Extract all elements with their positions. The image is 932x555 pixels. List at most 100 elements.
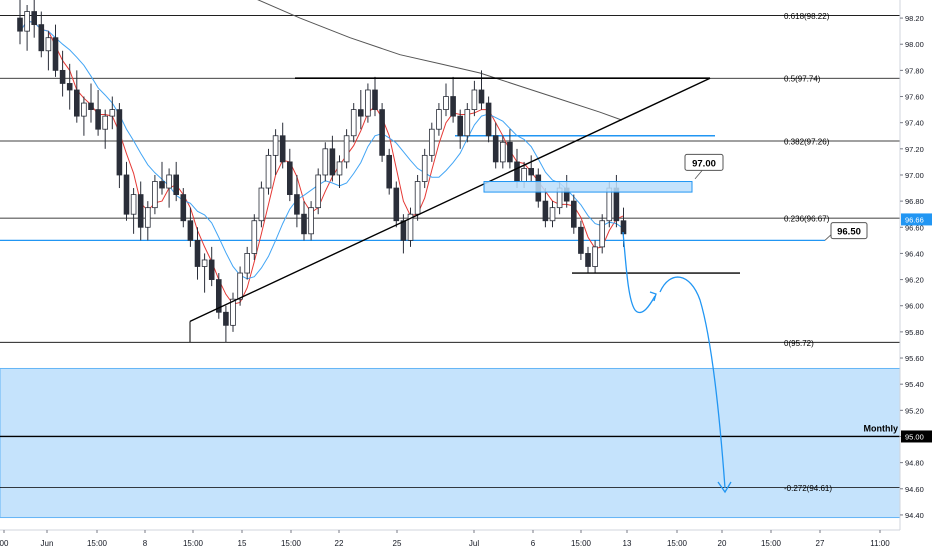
candle[interactable] bbox=[137, 181, 144, 241]
candle[interactable] bbox=[130, 188, 137, 234]
candle-body bbox=[400, 220, 407, 241]
candle[interactable] bbox=[31, 0, 37, 38]
candle[interactable] bbox=[578, 220, 584, 260]
candle[interactable] bbox=[443, 83, 449, 117]
candle[interactable] bbox=[393, 181, 400, 228]
candle[interactable] bbox=[208, 246, 215, 287]
candle[interactable] bbox=[400, 214, 407, 254]
candle[interactable] bbox=[272, 129, 279, 175]
candle[interactable] bbox=[329, 135, 336, 182]
candle[interactable] bbox=[507, 129, 513, 169]
candle[interactable] bbox=[237, 266, 243, 306]
candle[interactable] bbox=[421, 148, 428, 189]
candle[interactable] bbox=[265, 148, 272, 195]
x-tick-label: 13 bbox=[623, 539, 632, 548]
candle[interactable] bbox=[173, 161, 180, 202]
candle[interactable] bbox=[471, 80, 478, 117]
candle[interactable] bbox=[74, 70, 80, 123]
candle[interactable] bbox=[372, 76, 378, 117]
candle[interactable] bbox=[223, 305, 229, 343]
candle[interactable] bbox=[52, 24, 59, 77]
triangle-trendline[interactable] bbox=[189, 77, 711, 323]
candle[interactable] bbox=[599, 214, 605, 254]
candle[interactable] bbox=[66, 63, 73, 110]
candle[interactable] bbox=[152, 174, 158, 215]
candle[interactable] bbox=[95, 89, 101, 136]
candle-body bbox=[272, 135, 279, 156]
candle[interactable] bbox=[379, 103, 385, 162]
y-tick-label: 95.60 bbox=[905, 354, 924, 363]
candle[interactable] bbox=[450, 76, 456, 123]
candle-body bbox=[88, 102, 94, 110]
candle[interactable] bbox=[45, 31, 52, 71]
candle[interactable] bbox=[542, 188, 549, 228]
candle[interactable] bbox=[38, 11, 45, 58]
candle[interactable] bbox=[365, 83, 371, 123]
candle[interactable] bbox=[102, 109, 109, 149]
candle[interactable] bbox=[109, 96, 116, 130]
candle[interactable] bbox=[428, 122, 435, 162]
y-tick-label: 94.80 bbox=[905, 459, 924, 468]
candle[interactable] bbox=[308, 201, 314, 241]
y-tick-label: 95.20 bbox=[905, 406, 924, 415]
candle[interactable] bbox=[478, 70, 485, 110]
candle[interactable] bbox=[201, 253, 208, 293]
candle[interactable] bbox=[585, 246, 591, 274]
candle[interactable] bbox=[407, 207, 414, 247]
candle[interactable] bbox=[194, 227, 201, 280]
candle[interactable] bbox=[315, 168, 321, 215]
x-axis-panel bbox=[0, 530, 932, 550]
candle[interactable] bbox=[258, 181, 265, 228]
candle[interactable] bbox=[215, 273, 222, 319]
candle[interactable] bbox=[81, 96, 87, 136]
candle[interactable] bbox=[357, 89, 364, 130]
x-tick-label: 25 bbox=[393, 539, 402, 548]
candle[interactable] bbox=[166, 168, 172, 208]
candle[interactable] bbox=[24, 5, 30, 51]
candle[interactable] bbox=[279, 122, 286, 169]
candle[interactable] bbox=[499, 135, 506, 169]
candle[interactable] bbox=[144, 201, 151, 241]
candle[interactable] bbox=[457, 109, 463, 149]
candle-body bbox=[173, 174, 180, 195]
candle[interactable] bbox=[88, 83, 94, 123]
candle[interactable] bbox=[350, 103, 357, 143]
candle[interactable] bbox=[244, 246, 251, 280]
y-tick-label: 94.40 bbox=[905, 511, 924, 520]
candle[interactable] bbox=[386, 148, 392, 195]
candle[interactable] bbox=[485, 96, 492, 143]
candle[interactable] bbox=[251, 214, 258, 260]
candle-body bbox=[350, 109, 357, 137]
projection-path-1 bbox=[622, 231, 656, 314]
candle[interactable] bbox=[528, 155, 534, 182]
candle[interactable] bbox=[17, 0, 23, 45]
candle[interactable] bbox=[336, 155, 343, 189]
candle-body bbox=[223, 311, 229, 326]
candle[interactable] bbox=[123, 161, 130, 221]
candle-body bbox=[201, 259, 208, 267]
candle[interactable] bbox=[116, 103, 123, 189]
candle[interactable] bbox=[230, 292, 236, 332]
candle[interactable] bbox=[294, 174, 300, 228]
candle[interactable] bbox=[180, 188, 187, 228]
candle[interactable] bbox=[436, 103, 442, 136]
candle[interactable] bbox=[159, 161, 165, 195]
x-tick-label: 00 bbox=[0, 539, 9, 548]
candle[interactable] bbox=[59, 50, 66, 97]
candle-body bbox=[471, 89, 478, 111]
candle[interactable] bbox=[464, 103, 471, 143]
candle[interactable] bbox=[571, 194, 577, 234]
candle[interactable] bbox=[301, 201, 307, 241]
candle[interactable] bbox=[492, 122, 499, 169]
candle[interactable] bbox=[322, 142, 329, 182]
candle[interactable] bbox=[592, 240, 598, 274]
candle-body bbox=[542, 200, 549, 222]
candle[interactable] bbox=[187, 207, 194, 247]
resistance-box[interactable] bbox=[483, 181, 693, 193]
candle[interactable] bbox=[343, 129, 350, 169]
candle[interactable] bbox=[549, 201, 556, 228]
candle-body bbox=[521, 168, 527, 182]
candle[interactable] bbox=[286, 148, 293, 202]
